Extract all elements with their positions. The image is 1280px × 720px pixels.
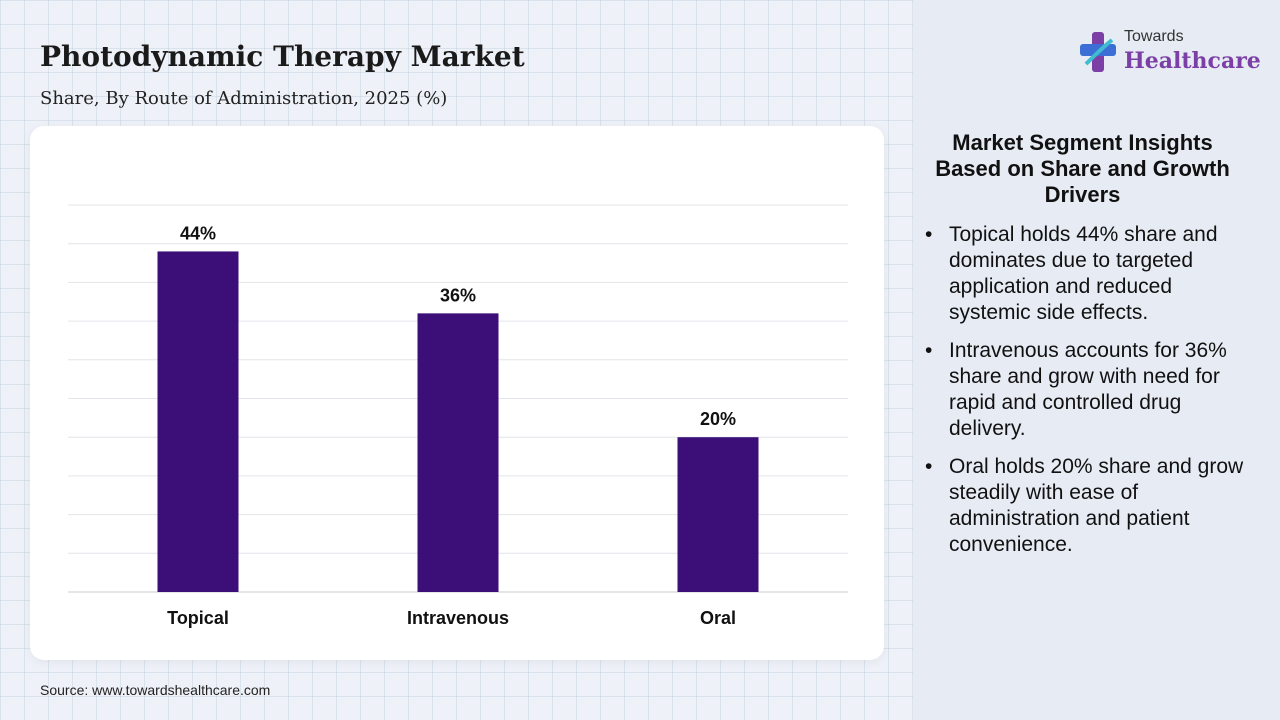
bullet-icon: •: [925, 223, 933, 246]
page-title: Photodynamic Therapy Market: [40, 40, 525, 73]
insight-item: • Intravenous accounts for 36% share and …: [925, 338, 1245, 442]
data-label: 20%: [700, 409, 736, 429]
data-label: 36%: [440, 285, 476, 305]
insights-panel: [913, 0, 1280, 720]
insights-title: Market Segment Insights Based on Share a…: [935, 130, 1230, 207]
category-label: Oral: [700, 608, 736, 628]
logo-text-main: Healthcare: [1124, 48, 1261, 74]
bar: [677, 437, 759, 592]
bar: [157, 251, 239, 592]
chart-card: 44% Topical 36% Intravenous 20% Oral: [30, 126, 884, 660]
bullet-icon: •: [925, 339, 933, 362]
insight-item: • Topical holds 44% share and dominates d…: [925, 222, 1245, 326]
brand-logo: Towards Healthcare: [1078, 28, 1261, 78]
category-label: Intravenous: [407, 608, 509, 628]
medical-cross-icon: [1080, 32, 1116, 72]
insights-list: • Topical holds 44% share and dominates d…: [925, 222, 1245, 570]
logo-text-top: Towards: [1124, 28, 1184, 45]
page-subtitle: Share, By Route of Administration, 2025 …: [40, 88, 448, 109]
bar-chart: 44% Topical 36% Intravenous 20% Oral: [68, 204, 848, 628]
insight-text: Oral holds 20% share and grow steadily w…: [949, 455, 1244, 556]
insight-text: Intravenous accounts for 36% share and g…: [949, 339, 1227, 440]
bar: [417, 313, 499, 592]
data-label: 44%: [180, 223, 216, 243]
source-note: Source: www.towardshealthcare.com: [40, 682, 271, 698]
insight-item: • Oral holds 20% share and grow steadily …: [925, 454, 1245, 558]
insight-text: Topical holds 44% share and dominates du…: [949, 223, 1218, 324]
bullet-icon: •: [925, 455, 933, 478]
category-label: Topical: [167, 608, 229, 628]
